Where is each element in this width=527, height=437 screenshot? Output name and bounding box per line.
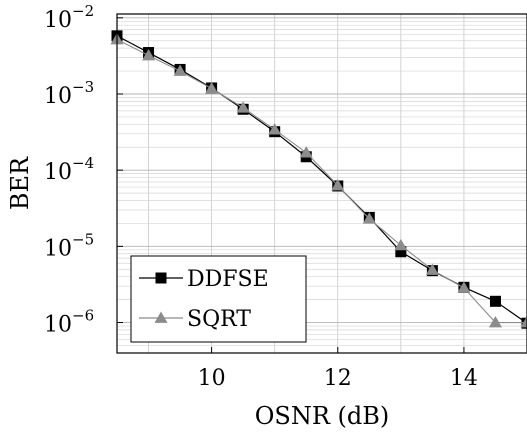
x-axis-label: OSNR (dB) <box>255 402 390 430</box>
data-point <box>395 246 407 258</box>
data-point <box>425 263 439 275</box>
y-axis-label: BER <box>6 156 34 210</box>
data-point <box>299 146 313 158</box>
y-tick-label: 10−3 <box>44 78 94 109</box>
legend-item: DDFSE <box>139 267 269 292</box>
y-tick-label: 10−5 <box>44 230 94 261</box>
legend-box <box>130 255 307 343</box>
y-tick-power: −6 <box>72 307 94 325</box>
data-point <box>331 178 345 191</box>
data-point <box>362 212 376 224</box>
y-tick-power: −3 <box>72 78 94 96</box>
legend-label: DDFSE <box>187 267 269 292</box>
legend-marker <box>154 311 168 323</box>
y-tick-base: 10 <box>44 8 72 33</box>
data-point <box>236 101 250 113</box>
y-tick-power: −2 <box>72 2 94 20</box>
series-layer <box>110 30 527 329</box>
y-tick-base: 10 <box>44 160 72 185</box>
x-tick-label: 10 <box>198 366 226 391</box>
legend-marker <box>155 272 167 284</box>
y-tick-label: 10−2 <box>44 2 94 33</box>
data-point <box>173 64 187 76</box>
x-tick-label: 14 <box>450 366 478 391</box>
legend-item: SQRT <box>139 307 251 332</box>
data-point <box>268 123 282 135</box>
plot-frame <box>116 13 527 354</box>
y-tick-power: −5 <box>72 230 94 248</box>
data-point <box>489 295 501 307</box>
data-point <box>205 82 219 94</box>
legend-label: SQRT <box>187 307 251 332</box>
y-tick-label: 10−4 <box>44 154 94 185</box>
series-sqrt <box>110 32 527 328</box>
data-point <box>394 238 408 251</box>
y-tick-base: 10 <box>44 313 72 338</box>
data-point <box>457 281 471 293</box>
y-tick-base: 10 <box>44 236 72 261</box>
y-tick-label: 10−6 <box>44 307 94 338</box>
legend: DDFSE SQRT <box>130 255 307 343</box>
data-point <box>520 316 527 328</box>
y-tick-power: −4 <box>72 154 94 172</box>
data-point <box>488 316 502 328</box>
y-tick-base: 10 <box>44 84 72 109</box>
x-tick-label: 12 <box>324 366 352 391</box>
data-point <box>142 49 156 61</box>
